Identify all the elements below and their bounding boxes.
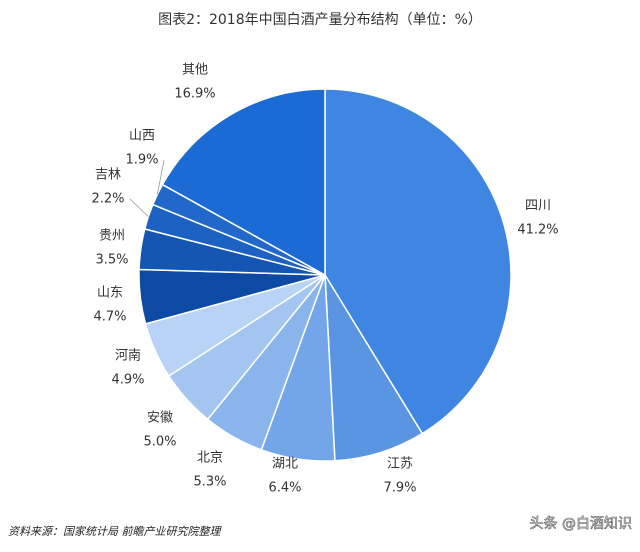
slice-value-label: 6.4% [268,481,301,496]
slice-value-label: 7.9% [383,481,416,496]
slice-value-label: 5.3% [193,475,226,490]
slice-name: 山东 [97,286,123,301]
leader-line [129,198,149,217]
slice-name: 北京 [197,451,223,466]
slice-value-label: 4.9% [111,373,144,388]
slice-value-label: 4.7% [93,310,126,325]
pie-slice [324,274,424,462]
pie-slice [324,88,512,435]
slice-value-label: 3.5% [95,253,128,268]
slice-name: 四川 [525,199,551,214]
slice-name: 其他 [182,63,208,78]
slice-name: 河南 [115,348,141,364]
slice-value-label: 16.9% [174,87,215,102]
source-note: 资料来源：国家统计局 前瞻产业研究院整理 [8,525,222,538]
slice-name: 山西 [129,129,155,144]
slice-name: 安徽 [147,411,173,426]
slice-name: 湖北 [272,457,298,472]
leader-line [156,159,165,195]
chart-title: 图表2：2018年中国白酒产量分布结构（单位：%） [158,12,482,28]
watermark: 头条 @白酒知识 [530,515,632,532]
slice-value-label: 1.9% [125,153,158,168]
slice-name: 吉林 [95,168,121,183]
slice-name: 贵州 [99,229,125,244]
slice-value-label: 2.2% [91,192,124,207]
slice-name: 江苏 [387,456,413,472]
pie-slice [161,88,326,277]
slice-value-label: 5.0% [143,435,176,450]
slice-value-label: 41.2% [517,223,558,238]
